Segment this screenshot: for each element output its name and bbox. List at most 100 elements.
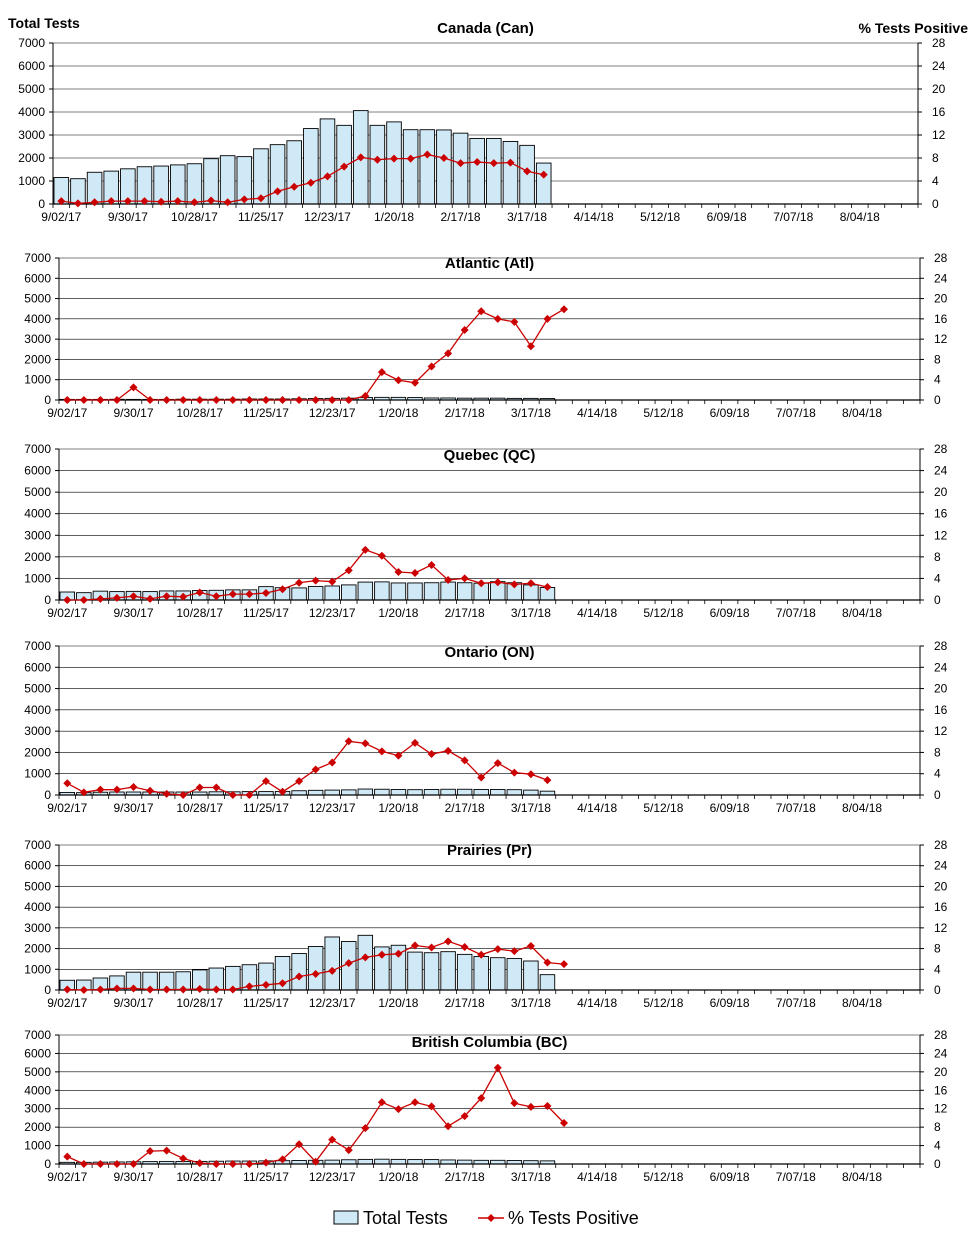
positive-point [410, 378, 419, 387]
positive-point [179, 1154, 188, 1163]
legend: Total Tests % Tests Positive [333, 1208, 639, 1228]
y-right-tick-label: 8 [934, 942, 941, 956]
bar [357, 581, 374, 601]
positive-point [261, 1158, 270, 1167]
x-tick-label: 3/17/18 [511, 996, 551, 1010]
positive-line [66, 740, 548, 796]
x-tick-label: 1/20/18 [378, 1170, 418, 1184]
x-tick-label: 9/02/17 [47, 801, 87, 815]
x-tick-label: 3/17/18 [511, 606, 551, 620]
positive-point [427, 943, 436, 952]
bar [324, 789, 340, 796]
positive-point [79, 1160, 88, 1168]
bar [219, 155, 236, 205]
positive-point [112, 396, 121, 404]
y-left-tick-label: 4000 [24, 507, 51, 521]
y-left-tick-label: 2000 [18, 151, 45, 165]
positive-point [96, 785, 105, 794]
chart-panel: Ontario (ON) 0 1000 2000 3000 4000 5000 6000 700… [24, 639, 947, 815]
positive-point [79, 986, 88, 994]
x-tick-label: 10/28/17 [176, 1170, 223, 1184]
bar [535, 162, 552, 205]
bar [357, 788, 374, 796]
positive-point [477, 773, 486, 782]
y-right-tick-label: 8 [932, 151, 939, 165]
y-right-tick-label: 8 [934, 550, 941, 564]
bar [186, 163, 203, 205]
positive-point [212, 783, 221, 792]
positive-point [228, 590, 237, 599]
x-tick-label: 1/20/18 [378, 801, 418, 815]
positive-point [311, 396, 320, 404]
positive-point [96, 985, 105, 994]
positive-point [96, 1160, 105, 1168]
positive-point [295, 396, 304, 404]
positive-point [245, 1160, 254, 1168]
y-right-tick-label: 12 [932, 128, 946, 142]
x-tick-label: 6/09/18 [710, 801, 750, 815]
positive-point [261, 396, 270, 404]
y-left-tick-label: 6000 [24, 1046, 51, 1060]
y-left-tick-label: 3000 [24, 921, 51, 935]
bar [486, 137, 502, 205]
x-tick-label: 1/20/18 [374, 210, 414, 224]
y-left-tick-label: 3000 [24, 528, 51, 542]
y-left-tick-label: 4000 [24, 1083, 51, 1097]
y-right-tick-label: 0 [934, 593, 941, 607]
x-tick-label: 4/14/18 [577, 801, 617, 815]
bar [539, 974, 556, 991]
x-tick-label: 2/17/18 [445, 801, 485, 815]
positive-point [361, 391, 370, 400]
x-tick-label: 8/04/18 [842, 406, 882, 420]
y-left-tick-label: 5000 [24, 879, 51, 893]
positive-point [493, 1063, 502, 1072]
y-left-tick-label: 4000 [24, 900, 51, 914]
positive-point [427, 362, 436, 371]
bar [291, 587, 307, 601]
positive-point [510, 580, 519, 589]
x-tick-label: 9/30/17 [113, 1170, 153, 1184]
y-right-tick-label: 20 [932, 82, 946, 96]
y-left-tick-label: 1000 [24, 767, 51, 781]
y-right-tick-label: 4 [934, 571, 941, 585]
bar [523, 960, 539, 991]
y-right-tick-label: 24 [932, 59, 946, 73]
positive-point [423, 150, 432, 159]
x-tick-label: 8/04/18 [842, 606, 882, 620]
positive-point [311, 765, 320, 774]
bar [341, 1159, 357, 1165]
chart-title: Prairies (Pr) [447, 842, 532, 859]
y-left-tick-label: 1000 [18, 174, 45, 188]
bar [407, 789, 423, 796]
positive-point [278, 1155, 287, 1164]
y-left-tick-label: 0 [44, 393, 51, 407]
positive-point [444, 937, 453, 946]
chart-title: Atlantic (Atl) [445, 255, 534, 272]
positive-point [140, 197, 149, 206]
positive-point [439, 154, 448, 162]
x-tick-label: 5/12/18 [643, 606, 683, 620]
y-left-tick-label: 2000 [24, 352, 51, 366]
bar [341, 789, 357, 796]
bar [436, 129, 452, 205]
positive-point [79, 788, 88, 797]
x-tick-label: 4/14/18 [577, 606, 617, 620]
y-left-title: Total Tests [8, 15, 80, 31]
positive-point [146, 1147, 155, 1156]
y-left-tick-label: 2000 [24, 550, 51, 564]
y-right-tick-label: 4 [934, 767, 941, 781]
positive-point [295, 777, 304, 786]
positive-point [129, 1160, 138, 1168]
bar [407, 951, 423, 991]
positive-point [477, 307, 486, 316]
positive-point [295, 1140, 304, 1149]
y-right-tick-label: 24 [934, 271, 948, 285]
positive-point [146, 396, 155, 404]
positive-point [261, 588, 270, 597]
y-left-tick-label: 7000 [18, 36, 45, 50]
positive-point [427, 560, 436, 569]
chart-title: British Columbia (BC) [412, 1034, 568, 1051]
y-left-tick-label: 3000 [24, 1102, 51, 1116]
y-right-tick-label: 16 [934, 1083, 948, 1097]
y-left-tick-label: 7000 [24, 1028, 51, 1042]
